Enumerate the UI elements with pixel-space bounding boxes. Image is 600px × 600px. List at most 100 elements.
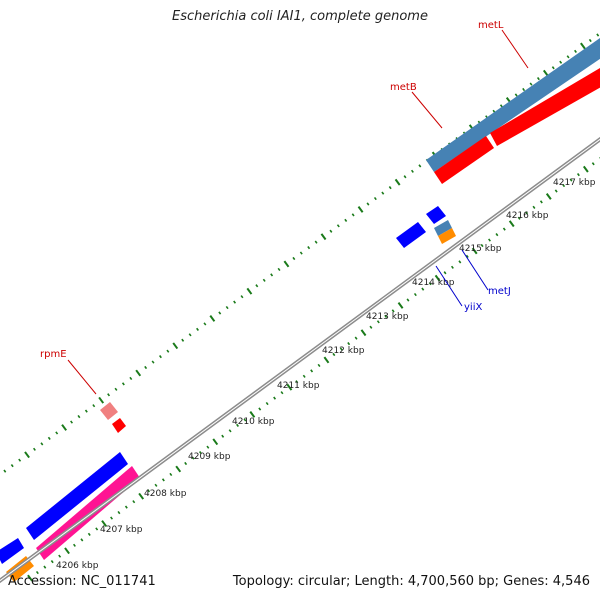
outer-tick	[246, 287, 253, 295]
blue-feature-edge[interactable]	[0, 538, 24, 564]
outer-tick	[307, 246, 311, 250]
outer-tick	[40, 442, 44, 446]
inner-tick	[87, 532, 91, 536]
gene-label-metL: metL	[478, 20, 504, 31]
inner-tick	[212, 438, 219, 446]
accession-text: Accession: NC_011741	[8, 574, 156, 589]
outer-tick	[84, 409, 88, 413]
inner-tick	[154, 483, 158, 487]
blue-feature-lower[interactable]	[26, 452, 128, 540]
outer-tick	[107, 393, 111, 397]
outer-tick	[596, 33, 600, 37]
outer-tick-ring	[3, 33, 600, 473]
tick-label: 4215 kbp	[459, 244, 502, 254]
outer-tick	[529, 82, 533, 86]
inner-tick	[206, 445, 210, 449]
inner-tick	[508, 220, 515, 228]
gene-leaders	[67, 29, 529, 395]
outer-tick	[499, 104, 503, 108]
inner-tick	[80, 538, 84, 542]
gene-features	[0, 38, 600, 582]
outer-tick	[410, 169, 414, 173]
inner-tick	[525, 211, 529, 215]
outer-tick	[172, 342, 179, 350]
outer-tick	[270, 273, 274, 277]
outer-tick	[373, 196, 377, 201]
inner-tick	[191, 456, 195, 460]
tick-label: 4214 kbp	[412, 278, 455, 288]
rpmE-feature-2[interactable]	[112, 418, 126, 433]
inner-tick	[391, 309, 395, 313]
gene-label-yiiX: yiiX	[464, 302, 482, 313]
inner-tick	[43, 565, 47, 569]
inner-tick	[58, 554, 62, 558]
outer-tick	[121, 382, 125, 386]
yiiX-feature[interactable]	[396, 222, 426, 248]
inner-tick	[569, 178, 573, 182]
inner-tick	[147, 489, 151, 493]
metB-feature-2[interactable]	[490, 68, 600, 146]
inner-tick	[132, 500, 136, 504]
inner-tick	[72, 543, 76, 547]
inner-tick	[339, 347, 343, 351]
metL-feature[interactable]	[426, 38, 600, 172]
inner-tick	[413, 292, 417, 297]
inner-tick	[428, 282, 432, 286]
orange-small-feature[interactable]	[438, 228, 456, 244]
outer-tick	[55, 431, 59, 435]
inner-tick	[198, 451, 202, 455]
outer-tick	[292, 256, 296, 261]
outer-tick	[329, 229, 333, 233]
inner-tick	[465, 254, 469, 258]
outer-tick	[3, 469, 7, 473]
outer-tick	[314, 240, 318, 244]
genome-summary-text: Topology: circular; Length: 4,700,560 bp…	[232, 574, 590, 589]
metJ-feature[interactable]	[434, 220, 452, 236]
inner-tick	[101, 520, 107, 527]
inner-tick	[376, 320, 380, 324]
outer-tick	[522, 87, 526, 92]
inner-tick	[124, 505, 128, 509]
outer-tick	[181, 338, 185, 342]
outer-tick	[277, 267, 281, 272]
inner-tick	[310, 369, 314, 373]
gene-label-rpmE: rpmE	[40, 349, 67, 360]
outer-tick	[129, 376, 133, 381]
tick-label: 4217 kbp	[553, 178, 596, 188]
inner-tick	[421, 287, 425, 291]
metB-feature-1[interactable]	[434, 136, 494, 184]
inner-tick	[27, 574, 33, 582]
outer-tick	[188, 333, 192, 337]
inner-tick	[243, 418, 247, 422]
backbone	[0, 136, 600, 584]
outer-tick	[158, 355, 162, 359]
rpmE-feature[interactable]	[100, 402, 118, 420]
inner-tick	[554, 189, 558, 193]
outer-tick	[92, 404, 96, 408]
gene-label-metJ: metJ	[488, 286, 511, 297]
gene-label-metB: metB	[390, 82, 417, 93]
inner-tick	[591, 162, 595, 166]
outer-tick	[18, 458, 22, 462]
inner-tick	[117, 510, 121, 515]
outer-tick	[98, 396, 105, 404]
outer-tick	[77, 414, 81, 419]
tick-label: 4216 kbp	[506, 211, 549, 221]
inner-tick	[562, 183, 566, 188]
outer-tick	[203, 322, 207, 326]
inner-tick	[175, 465, 182, 473]
inner-tick	[488, 238, 491, 242]
outer-tick	[588, 38, 592, 43]
inner-tick	[236, 423, 239, 427]
inner-tick	[258, 407, 262, 411]
inner-tick	[369, 325, 373, 329]
outer-tick	[388, 186, 392, 190]
tick-label: 4207 kbp	[100, 525, 143, 535]
small-blue-feature[interactable]	[426, 206, 446, 224]
outer-tick	[70, 420, 73, 424]
outer-tick	[209, 315, 216, 322]
outer-tick	[144, 365, 148, 370]
inner-tick	[161, 478, 165, 482]
inner-tick	[532, 205, 536, 209]
